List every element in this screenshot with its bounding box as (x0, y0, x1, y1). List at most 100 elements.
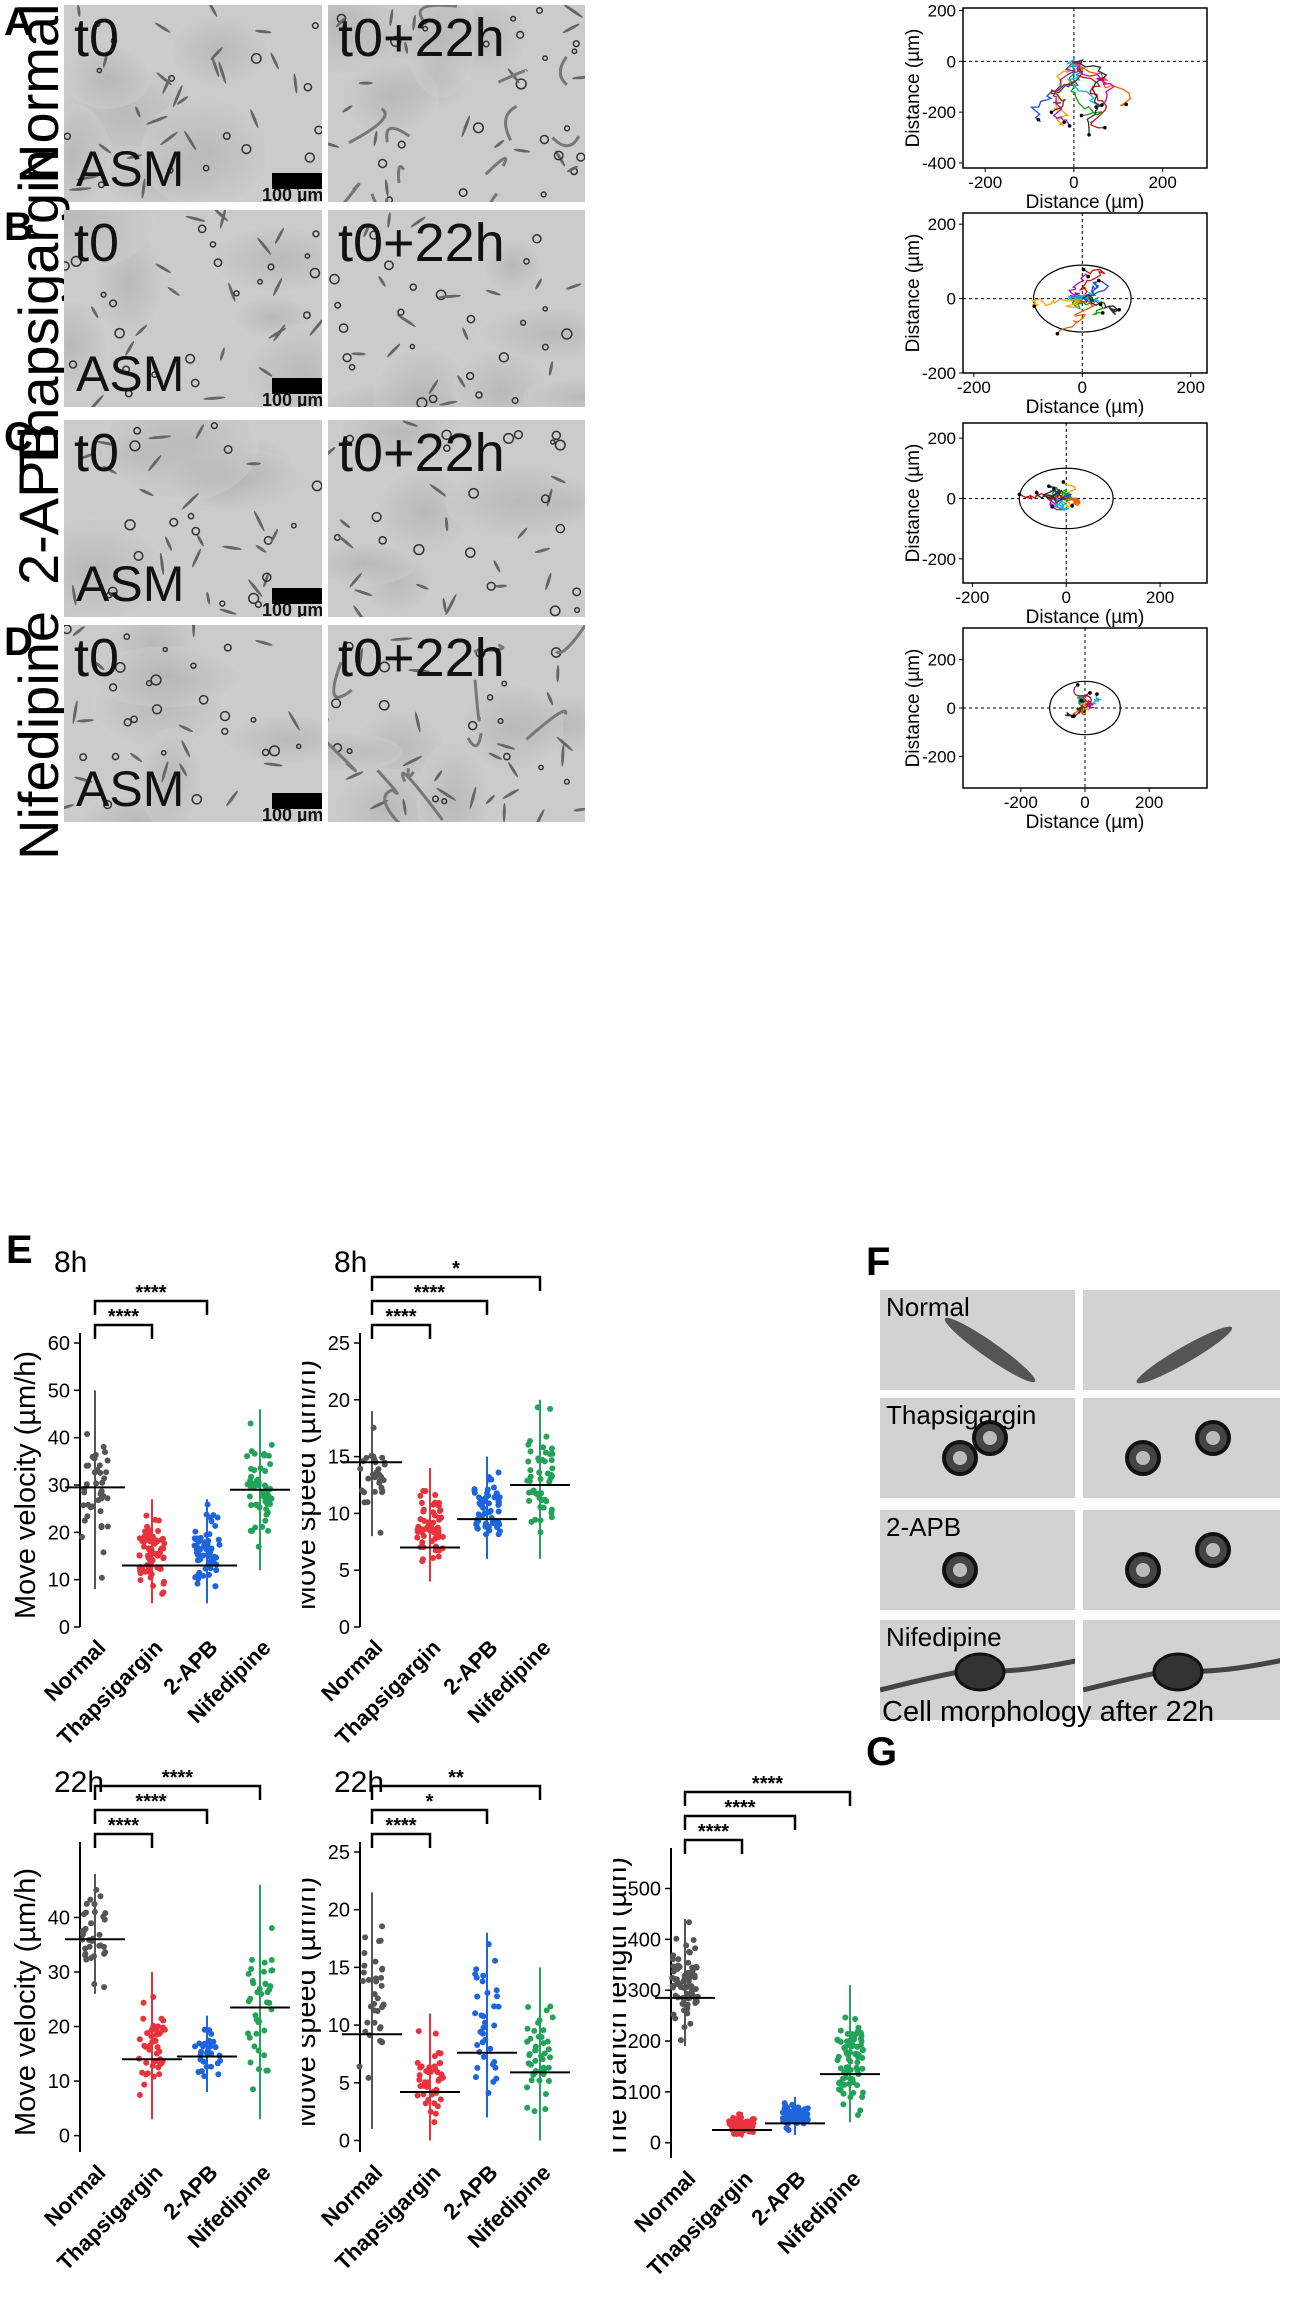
svg-text:200: 200 (928, 215, 956, 234)
svg-text:5: 5 (339, 1560, 350, 1582)
svg-text:-200: -200 (922, 747, 956, 766)
svg-text:30: 30 (48, 1475, 70, 1497)
microscopy-t0: t0 ASM 100 µm (64, 420, 322, 617)
panel-label-b: B (4, 205, 33, 249)
label-t22: t0+22h (338, 628, 505, 688)
svg-text:15: 15 (328, 1957, 350, 1979)
svg-text:10: 10 (48, 2071, 70, 2093)
label-asm: ASM (76, 141, 185, 197)
svg-text:10: 10 (48, 1570, 70, 1592)
y-axis-label: Distance (µm) (903, 649, 924, 768)
svg-text:0: 0 (339, 2130, 350, 2152)
panel-label-e: E (6, 1228, 33, 1272)
y-axis-label: The branch length (µm) (613, 1857, 633, 2159)
svg-text:-200: -200 (955, 588, 989, 607)
significance-label: **** (135, 1791, 166, 1813)
significance-label: **** (135, 1282, 166, 1304)
svg-text:20: 20 (328, 1390, 350, 1412)
svg-text:0: 0 (1061, 588, 1070, 607)
x-axis-label: Distance (µm) (1026, 397, 1145, 418)
svg-text:20: 20 (48, 2017, 70, 2039)
panel-label-g: G (866, 1730, 898, 1774)
morphology-caption: Cell morphology after 22h (882, 1696, 1215, 1728)
y-axis-label: Move velocity (µm/h) (10, 1351, 42, 1619)
svg-text:50: 50 (48, 1380, 70, 1402)
significance-label: **** (385, 1306, 416, 1328)
morphology-image: 2-APB (880, 1510, 1075, 1610)
svg-text:-200: -200 (922, 550, 956, 569)
scale-bar (272, 793, 322, 809)
svg-text:0: 0 (1078, 378, 1087, 397)
significance-label: **** (414, 1282, 445, 1304)
svg-text:-200: -200 (922, 103, 956, 122)
svg-text:0: 0 (1080, 793, 1089, 812)
label-t22: t0+22h (338, 8, 505, 68)
panel-label-c: C (4, 415, 33, 459)
x-axis-label: Distance (µm) (1026, 607, 1145, 628)
svg-text:-200: -200 (1004, 793, 1038, 812)
scale-bar (272, 173, 322, 189)
svg-text:200: 200 (928, 651, 956, 670)
svg-text:200: 200 (1146, 588, 1174, 607)
svg-text:-200: -200 (968, 173, 1002, 192)
svg-text:100: 100 (628, 2082, 661, 2104)
svg-text:40: 40 (48, 1428, 70, 1450)
svg-text:300: 300 (628, 1980, 661, 2002)
svg-text:400: 400 (628, 1929, 661, 1951)
microscopy-t22: t0+22h (328, 210, 585, 407)
y-axis-label: Move velocity (µm/h) (10, 1868, 42, 2136)
svg-text:60: 60 (48, 1333, 70, 1355)
microscopy-t22: t0+22h (328, 5, 585, 202)
condition-label: Nifedipine (7, 610, 70, 860)
svg-text:30: 30 (48, 1962, 70, 1984)
svg-text:5: 5 (339, 2073, 350, 2095)
morphology-image: Thapsigargin (880, 1398, 1075, 1498)
svg-text:0: 0 (650, 2133, 661, 2155)
svg-text:20: 20 (328, 1900, 350, 1922)
svg-text:10: 10 (328, 1503, 350, 1525)
label-t22: t0+22h (338, 423, 505, 483)
significance-label: * (452, 1258, 460, 1280)
morphology-image (1083, 1398, 1280, 1498)
timepoint-label: 22h (334, 1766, 384, 1799)
panel-label-f: F (866, 1240, 891, 1284)
significance-label: **** (108, 1815, 139, 1837)
svg-text:-200: -200 (922, 364, 956, 383)
svg-text:0: 0 (947, 52, 956, 71)
svg-text:0: 0 (947, 699, 956, 718)
svg-text:200: 200 (928, 2, 956, 21)
scale-bar-label: 100 µm (262, 185, 322, 202)
morphology-row-label: Thapsigargin (886, 1400, 1037, 1430)
scale-bar-label: 100 µm (262, 600, 322, 617)
track-plot: -200 0 200 200 0 -200 -400 Distance (µm) Distanc… (903, 2, 1208, 213)
svg-text:25: 25 (328, 1842, 350, 1864)
morphology-image (1083, 1620, 1280, 1720)
timepoint-label: 8h (54, 1246, 87, 1279)
significance-label: **** (752, 1773, 783, 1795)
y-axis-label: Distance (µm) (903, 234, 924, 353)
x-axis-label: Distance (µm) (1026, 812, 1145, 833)
morphology-image (1083, 1510, 1280, 1610)
svg-text:0: 0 (59, 2126, 70, 2148)
morphology-image (1083, 1290, 1280, 1390)
label-t0: t0 (74, 628, 120, 688)
svg-text:500: 500 (628, 1879, 661, 1901)
scale-bar (272, 588, 322, 604)
svg-text:40: 40 (48, 1907, 70, 1929)
microscopy-t0: t0 ASM 100 µm (64, 5, 322, 202)
label-asm: ASM (76, 346, 185, 402)
morphology-image: Normal (880, 1290, 1075, 1390)
y-axis-label: Distance (µm) (903, 444, 924, 563)
morphology-row-label: 2-APB (886, 1512, 962, 1542)
svg-text:10: 10 (328, 2015, 350, 2037)
microscopy-t0: t0 ASM 100 µm (64, 625, 322, 822)
morphology-row-label: Nifedipine (886, 1622, 1002, 1652)
morphology-image: Nifedipine (880, 1620, 1075, 1720)
scale-bar-label: 100 µm (262, 805, 322, 822)
significance-label: **** (724, 1797, 755, 1819)
